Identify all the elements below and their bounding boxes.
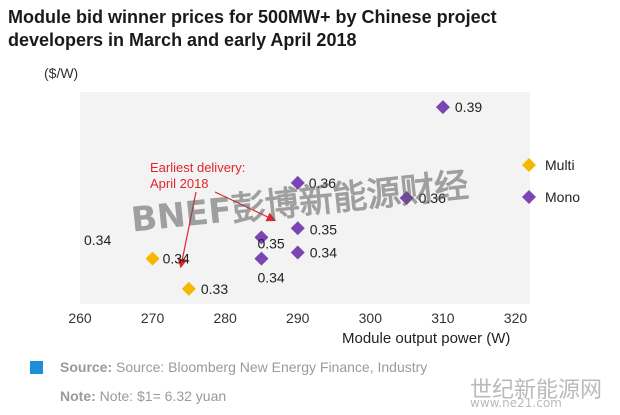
legend-marker-mono xyxy=(522,190,536,204)
legend-label-multi: Multi xyxy=(545,157,575,173)
point-label-multi: 0.34 xyxy=(163,251,190,267)
point-multi xyxy=(145,251,160,266)
legend: Multi Mono xyxy=(522,157,580,205)
y-axis-label: ($/W) xyxy=(44,65,78,81)
point-mono xyxy=(290,245,305,260)
x-axis-label: Module output power (W) xyxy=(342,330,510,347)
point-label-mono: 0.34 xyxy=(310,245,337,261)
plot-area xyxy=(80,92,530,304)
point-mono xyxy=(290,175,305,190)
point-label-multi: 0.33 xyxy=(201,281,228,297)
annotation-arrow-2 xyxy=(214,191,277,222)
annotation-earliest-delivery: Earliest delivery: April 2018 xyxy=(150,160,277,269)
x-tick-label: 280 xyxy=(213,310,237,326)
x-tick-label: 300 xyxy=(359,310,383,326)
point-mono xyxy=(290,221,305,236)
point-label-mono: 0.35 xyxy=(310,221,337,237)
annotation-line-2: April 2018 xyxy=(150,176,209,191)
annotation-line-1: Earliest delivery: xyxy=(150,160,245,175)
point-mono xyxy=(435,100,450,115)
point-label-mono: 0.39 xyxy=(455,99,482,115)
x-axis-ticks: 260 270 280 290 300 310 320 xyxy=(68,310,527,326)
point-label-mono: 0.35 xyxy=(257,235,284,251)
source-bullet xyxy=(30,361,43,374)
source-text: Source: Bloomberg New Energy Finance, In… xyxy=(116,359,428,375)
chart-title: Module bid winner prices for 500MW+ by C… xyxy=(8,7,497,50)
source-label: Source: xyxy=(60,359,113,375)
note-text: Note: $1= 6.32 yuan xyxy=(99,388,227,404)
legend-marker-multi xyxy=(522,158,536,172)
legend-label-mono: Mono xyxy=(545,189,580,205)
source-line: Source: Source: Bloomberg New Energy Fin… xyxy=(60,359,427,375)
watermark-corner: 世纪新能源网 xyxy=(470,378,603,403)
point-label-mono: 0.36 xyxy=(419,190,446,206)
point-mono xyxy=(254,251,269,266)
x-tick-label: 310 xyxy=(431,310,455,326)
x-tick-label: 320 xyxy=(504,310,528,326)
x-tick-label: 270 xyxy=(141,310,165,326)
point-mono xyxy=(399,191,414,205)
extra-value-label: 0.34 xyxy=(84,232,111,248)
annotation-arrow-1 xyxy=(177,191,197,269)
x-tick-label: 260 xyxy=(68,310,92,326)
point-multi xyxy=(181,281,196,296)
note-label: Note: xyxy=(60,388,96,404)
note-line: Note: Note: $1= 6.32 yuan xyxy=(60,388,226,404)
watermark-corner-url: www.ne21.com xyxy=(470,396,562,410)
x-tick-label: 290 xyxy=(286,310,310,326)
point-mono xyxy=(254,230,269,245)
point-label-mono: 0.34 xyxy=(257,270,284,286)
point-label-mono: 0.36 xyxy=(309,175,336,191)
data-points: 0.34 0.33 0.39 0.36 0.36 0.35 0.35 0.34 0.34 xyxy=(145,99,482,297)
